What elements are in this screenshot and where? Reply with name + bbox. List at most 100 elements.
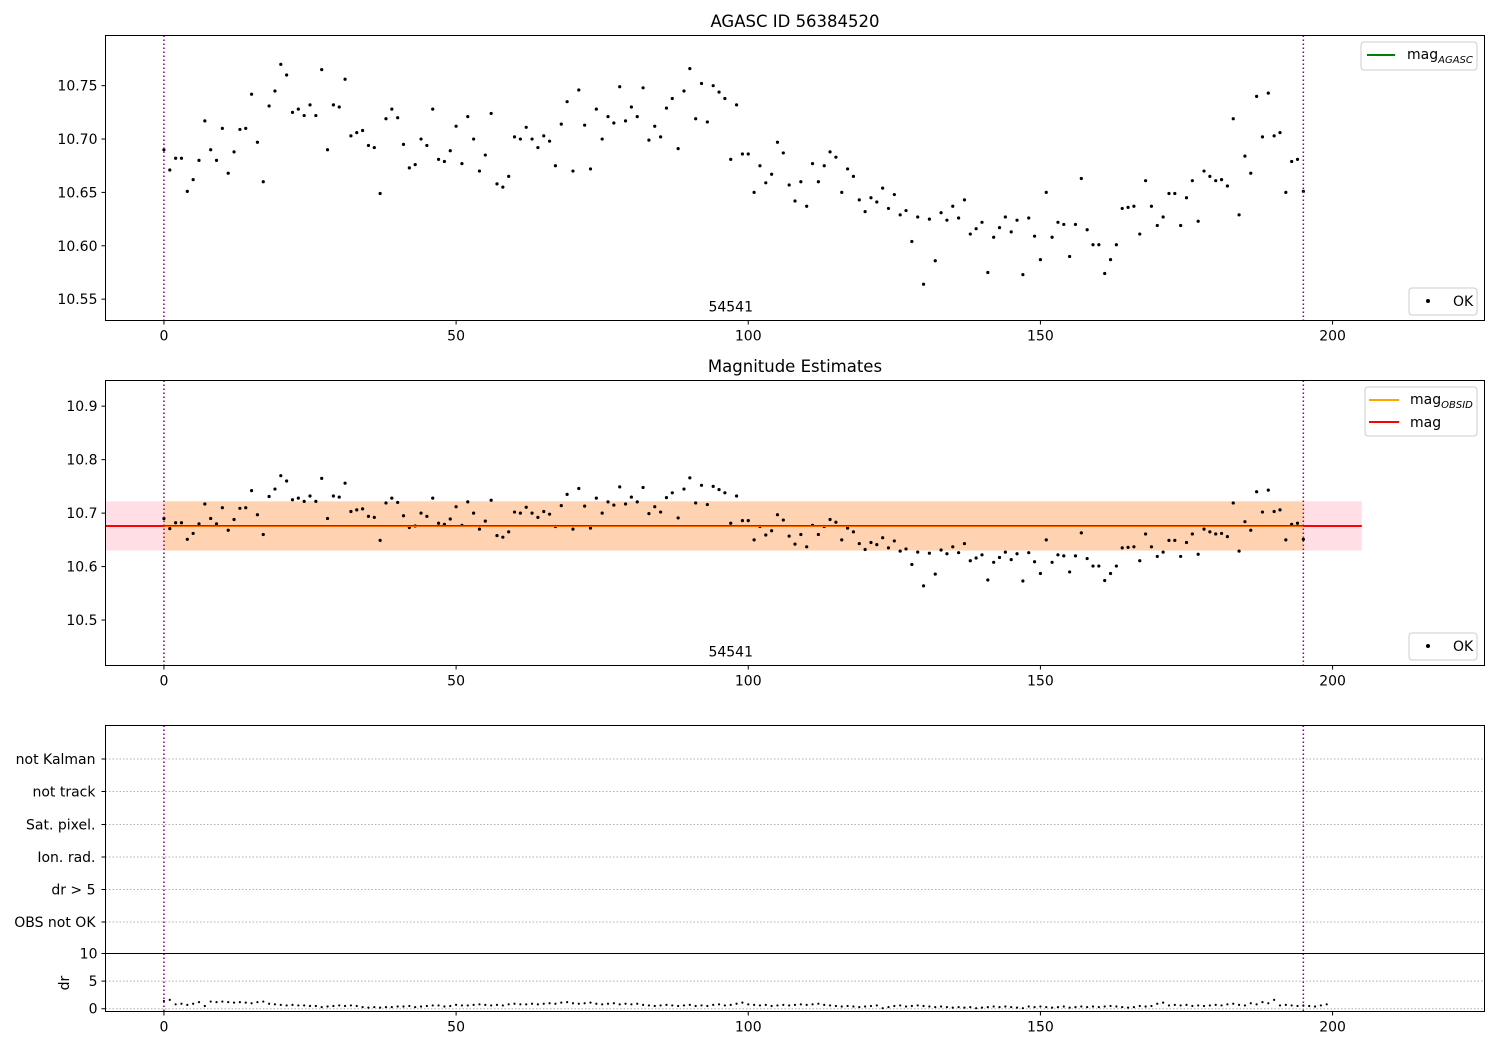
dr-point [1232, 1002, 1235, 1005]
mag-point [290, 110, 295, 114]
mag-point [349, 134, 353, 138]
mag-point [787, 534, 791, 538]
mag-point [647, 512, 651, 516]
mag-point [296, 107, 300, 111]
mag-point [805, 545, 809, 549]
dr-point [712, 1003, 715, 1006]
mag-point [1266, 488, 1270, 492]
mag-point [1138, 232, 1142, 236]
mag-point [255, 140, 260, 144]
mag-point [676, 147, 680, 151]
mag-point [1027, 216, 1031, 220]
mag-point [699, 483, 704, 487]
mag-point [495, 182, 499, 186]
dr-point [1091, 1005, 1095, 1008]
x-tick-label: 200 [1319, 1020, 1346, 1036]
mag-point [927, 551, 931, 555]
dr-point [998, 1005, 1001, 1009]
mag-point [875, 200, 879, 204]
dr-point [828, 1004, 832, 1007]
mag-point [1044, 190, 1048, 195]
dr-point [1039, 1005, 1042, 1008]
mag-point [881, 186, 885, 190]
mag-point [1155, 554, 1159, 559]
dr-point [858, 1005, 861, 1009]
dr-point [700, 1004, 703, 1007]
mag-point [752, 190, 756, 195]
mag-point [729, 157, 733, 161]
dr-point [659, 1004, 662, 1007]
mag-point [1231, 117, 1235, 121]
mag-point [536, 145, 540, 150]
dr-point [1208, 1004, 1211, 1007]
mag-point [682, 89, 686, 93]
mag-point [1120, 206, 1124, 211]
dr-point [782, 1003, 785, 1006]
agasc-legend: magAGASC [1360, 41, 1478, 71]
dr-point [1191, 1004, 1194, 1008]
dr-point [811, 1003, 814, 1006]
mag-point [448, 517, 452, 521]
dr-point [875, 1004, 878, 1007]
mag-point [1149, 545, 1154, 549]
dr-point [466, 1004, 469, 1007]
mag-point [1179, 554, 1183, 559]
mag-point [524, 125, 528, 129]
mag-point [1184, 540, 1189, 545]
mag-point [1073, 554, 1078, 558]
mag-point [343, 481, 347, 485]
mag-point [951, 545, 955, 549]
y-tick-label: 10.9 [66, 399, 97, 415]
mag-point [419, 511, 423, 515]
mag-point [1301, 537, 1305, 541]
mag-point [285, 479, 289, 483]
mag-point [997, 226, 1002, 230]
mag-point [1126, 545, 1130, 549]
mag-point [390, 496, 394, 500]
dr-point [840, 1005, 843, 1008]
mag-point [840, 538, 844, 542]
mag-point [1097, 564, 1101, 568]
mag-point [337, 495, 341, 499]
dr-point [1290, 1004, 1293, 1007]
dr-point [630, 1003, 633, 1006]
dr-point [723, 1004, 726, 1007]
mag-point [799, 180, 803, 184]
mag-point [454, 505, 458, 509]
mag-point [1021, 579, 1025, 583]
mag-point [401, 142, 406, 146]
mag-point [518, 137, 522, 141]
dr-point [688, 1003, 691, 1006]
mag-point [1108, 571, 1113, 576]
mag-point [1243, 154, 1247, 158]
dr-point [1132, 1005, 1136, 1009]
mag-point [1062, 222, 1066, 227]
mag-point [1015, 218, 1019, 222]
dr-point [1255, 1003, 1258, 1006]
mag-point [577, 486, 581, 491]
mag-point [1219, 531, 1224, 536]
y-tick-label: 10.5 [66, 613, 97, 629]
mag-point [623, 119, 628, 123]
mag-point [851, 174, 856, 178]
mag-point [664, 106, 669, 110]
mag-point [1143, 179, 1148, 183]
flag-row-label: not track [32, 785, 96, 801]
dr-point [1015, 1006, 1019, 1009]
mag-point [396, 116, 400, 120]
mag-point [594, 496, 598, 500]
dr-point [273, 1003, 277, 1006]
mag-point [524, 505, 528, 509]
mag-point [1237, 213, 1241, 217]
mag-point [267, 494, 271, 499]
dr-point [566, 1001, 569, 1004]
mag-point [892, 192, 896, 197]
x-tick-label: 50 [447, 1020, 465, 1036]
mag-legend-label: mag [1410, 415, 1441, 431]
mag-point [1290, 159, 1294, 164]
mag-point [1243, 520, 1247, 524]
mag-point [296, 496, 300, 500]
mag-point [717, 90, 721, 94]
dr-point [1273, 998, 1276, 1002]
mag-point [1208, 174, 1212, 178]
